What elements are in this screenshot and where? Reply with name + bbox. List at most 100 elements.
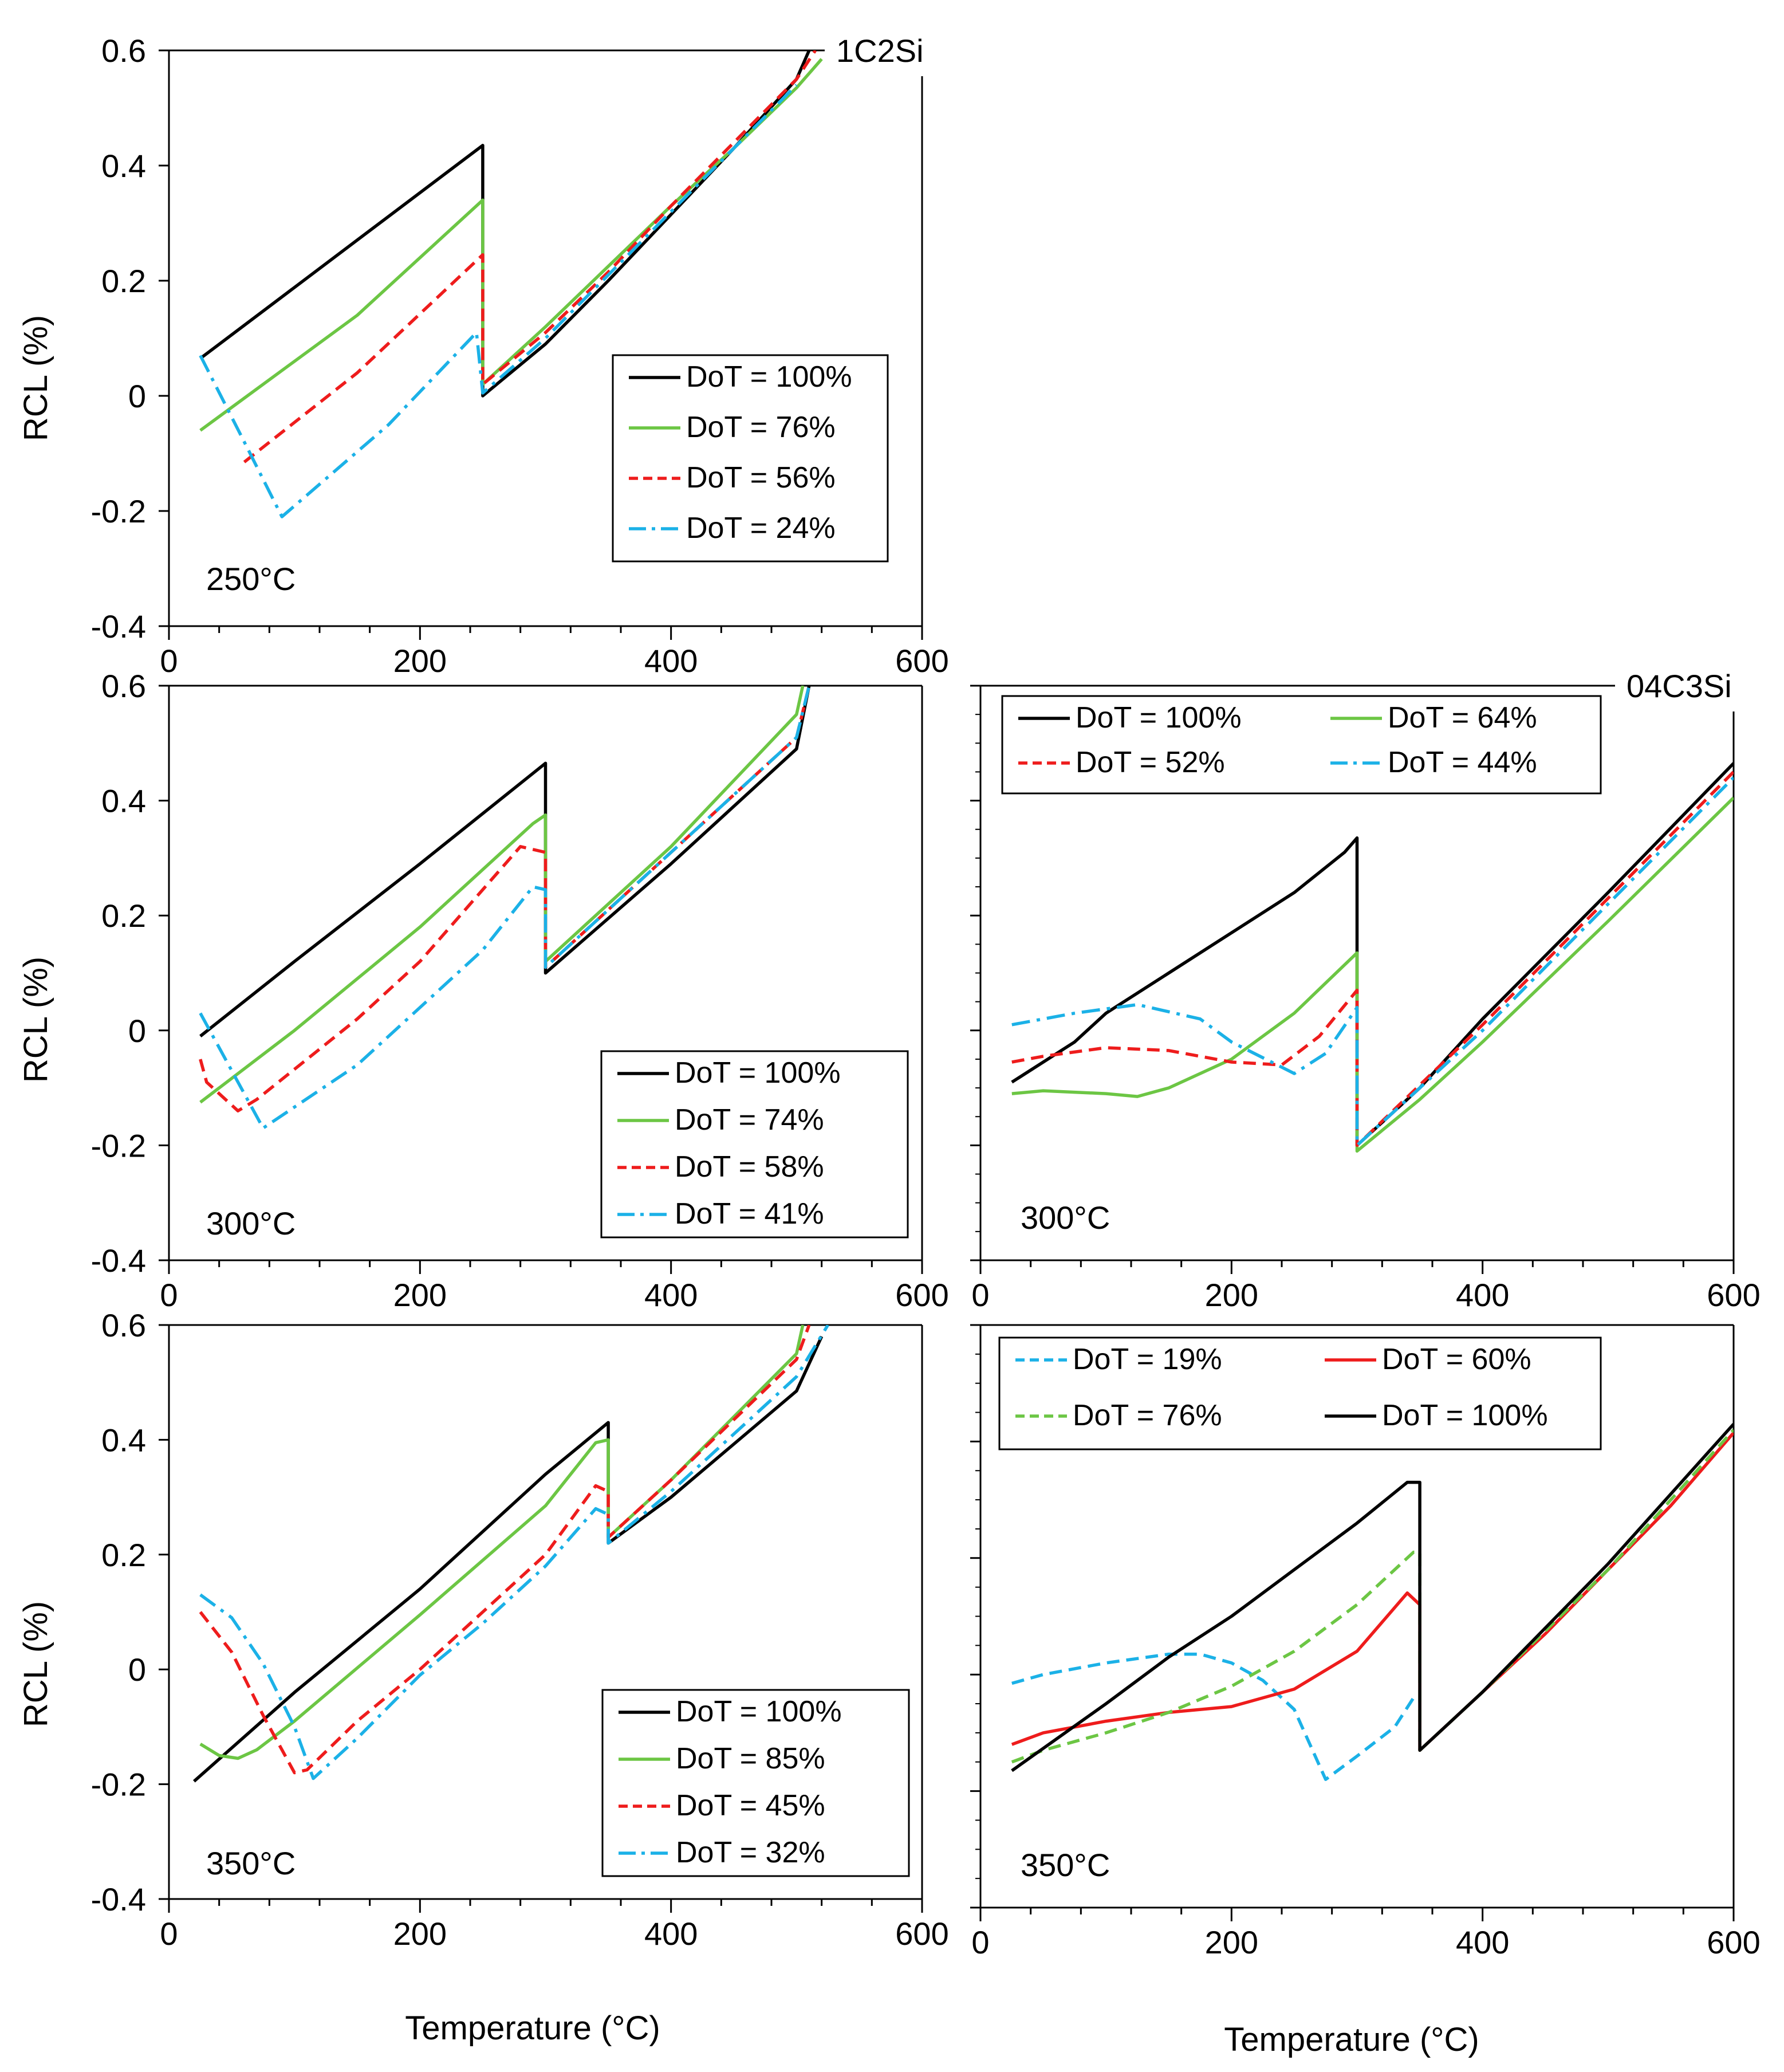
series-line-p4-0 — [192, 1335, 824, 1783]
legend-label: DoT = 85% — [676, 1742, 825, 1775]
y-tick-label: 0.4 — [101, 1422, 146, 1458]
series-line-p5-3 — [1011, 1423, 1734, 1772]
chart-panel-p3: 0 200 400 600 300°C 04C3Si DoT = 100% DoT = 64%… — [970, 654, 1761, 1313]
y-tick-label: 0 — [128, 1652, 146, 1688]
chart-panel-p2: 0 200 400 600 -0.4 -0.2 0 0.2 0.4 0.6 300°C DoT = 1… — [91, 668, 949, 1313]
legend: DoT = 100% DoT = 64% DoT = 52% DoT = 44% — [1001, 695, 1602, 795]
y-tick-label: 0.2 — [101, 263, 146, 299]
series-line-p3-3 — [1011, 776, 1734, 1147]
x-tick-label: 400 — [644, 643, 698, 679]
x-tick-label: 200 — [393, 643, 447, 679]
legend-label: DoT = 45% — [676, 1789, 825, 1822]
x-tick-label: 0 — [160, 643, 178, 679]
series-line-p3-2 — [1011, 770, 1734, 1147]
series-line-p3-0 — [1011, 762, 1734, 1147]
y-axis-label-middle: RCL (%) — [17, 957, 54, 1083]
y-tick-label: 0.6 — [101, 1307, 146, 1343]
legend-label: DoT = 100% — [675, 1056, 841, 1090]
legend-box — [601, 1689, 910, 1877]
series-line-p4-2 — [199, 1325, 811, 1775]
legend-label: DoT = 19% — [1073, 1343, 1222, 1376]
series-line-p5-2 — [1011, 1429, 1734, 1764]
chart-panel-p5: 0 200 400 600 350°C DoT = 19% DoT = 60% DoT = 7… — [970, 1324, 1761, 1960]
condition-label: 300°C — [206, 1205, 296, 1241]
series-line-p1-2 — [243, 50, 817, 463]
x-tick-label: 600 — [895, 1277, 948, 1313]
y-tick-label: 0.6 — [101, 668, 146, 704]
y-axis-label-bottom: RCL (%) — [17, 1601, 54, 1727]
legend-label: DoT = 76% — [686, 411, 836, 444]
y-axis-label-top: RCL (%) — [17, 315, 54, 441]
x-tick-label: 0 — [160, 1277, 178, 1313]
legend: DoT = 100% DoT = 74% DoT = 58% DoT = 41% — [600, 1050, 909, 1239]
condition-label: 350°C — [1021, 1847, 1110, 1883]
legend-label: DoT = 60% — [1382, 1343, 1531, 1376]
y-tick-label: 0.2 — [101, 898, 146, 934]
x-tick-label: 400 — [644, 1277, 698, 1313]
y-tick-label: -0.4 — [91, 1881, 147, 1917]
legend-label: DoT = 32% — [676, 1836, 825, 1869]
x-axis-label-right: Temperature (°C) — [1224, 2021, 1479, 2058]
y-tick-label: 0.4 — [101, 148, 146, 184]
series-line-p1-3 — [199, 84, 798, 518]
series-line-p2-0 — [199, 686, 811, 1037]
x-tick-label: 0 — [971, 1277, 989, 1313]
legend-label: DoT = 74% — [675, 1103, 824, 1137]
legend: DoT = 19% DoT = 60% DoT = 76% DoT = 100% — [998, 1336, 1602, 1450]
legend-label: DoT = 100% — [1382, 1399, 1548, 1432]
legend-box — [998, 1336, 1602, 1450]
legend-label: DoT = 100% — [686, 360, 852, 394]
series-line-p2-2 — [199, 686, 811, 1112]
legend-label: DoT = 100% — [1076, 701, 1242, 734]
x-tick-label: 400 — [644, 1916, 698, 1952]
condition-label: 300°C — [1021, 1200, 1110, 1236]
condition-label: 350°C — [206, 1845, 296, 1881]
y-tick-label: -0.2 — [91, 493, 147, 529]
x-axis-label-left: Temperature (°C) — [405, 2010, 660, 2047]
title-mask — [825, 19, 951, 76]
material-title: 1C2Si — [836, 33, 924, 69]
series-line-p3-1 — [1011, 796, 1734, 1153]
legend-box — [600, 1050, 909, 1239]
chart-panel-p1: 0 200 400 600 -0.4 -0.2 0 0.2 0.4 0.6 250°C 1C2Si Do… — [91, 19, 951, 679]
legend-label: DoT = 52% — [1076, 746, 1225, 779]
legend-label: DoT = 56% — [686, 461, 836, 494]
x-tick-label: 400 — [1456, 1924, 1509, 1960]
y-tick-label: 0 — [128, 378, 146, 414]
series-line-p2-3 — [199, 686, 811, 1130]
x-tick-label: 200 — [393, 1277, 447, 1313]
x-tick-label: 600 — [1707, 1277, 1760, 1313]
x-tick-label: 600 — [895, 643, 948, 679]
y-tick-label: 0.2 — [101, 1537, 146, 1573]
x-tick-label: 600 — [895, 1916, 948, 1952]
series-line-p2-1 — [199, 686, 805, 1104]
x-tick-label: 200 — [393, 1916, 447, 1952]
chart-panel-p4: 0 200 400 600 -0.4 -0.2 0 0.2 0.4 0.6 350°C DoT = 1… — [91, 1307, 949, 1952]
y-tick-label: -0.2 — [91, 1127, 147, 1163]
legend-label: DoT = 100% — [676, 1695, 842, 1728]
legend-label: DoT = 64% — [1388, 701, 1537, 734]
title-mask — [1615, 654, 1759, 711]
x-tick-label: 200 — [1205, 1924, 1258, 1960]
y-tick-label: -0.2 — [91, 1767, 147, 1803]
legend-box — [1001, 695, 1602, 795]
material-title: 04C3Si — [1627, 668, 1732, 704]
series-line-p5-0 — [1011, 1652, 1415, 1782]
condition-label: 250°C — [206, 561, 296, 597]
x-tick-label: 200 — [1205, 1277, 1258, 1313]
legend-label: DoT = 58% — [675, 1150, 824, 1184]
x-tick-label: 0 — [160, 1916, 178, 1952]
y-tick-label: 0.6 — [101, 33, 146, 69]
y-tick-label: 0 — [128, 1013, 146, 1049]
legend: DoT = 100% DoT = 76% DoT = 56% DoT = 24% — [612, 354, 889, 563]
legend-label: DoT = 41% — [675, 1197, 824, 1230]
x-tick-label: 400 — [1456, 1277, 1509, 1313]
legend-label: DoT = 24% — [686, 512, 836, 545]
y-tick-label: 0.4 — [101, 783, 146, 819]
legend-label: DoT = 76% — [1073, 1399, 1222, 1432]
legend: DoT = 100% DoT = 85% DoT = 45% DoT = 32% — [601, 1689, 910, 1877]
series-line-p4-3 — [199, 1325, 829, 1780]
x-tick-label: 600 — [1707, 1924, 1760, 1960]
legend-label: DoT = 44% — [1388, 746, 1537, 779]
